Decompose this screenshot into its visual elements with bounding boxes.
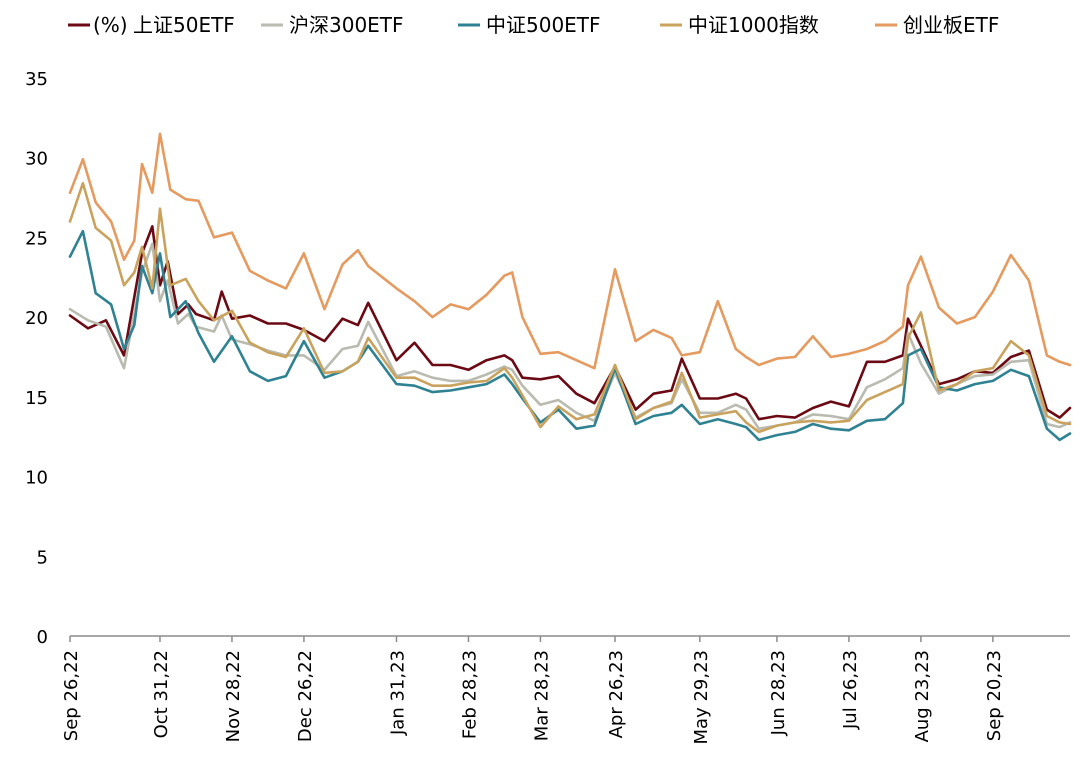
y-tick-label: 20: [25, 308, 48, 329]
plot-area: [68, 132, 1072, 442]
y-tick-label: 5: [37, 547, 48, 568]
y-axis: 0 5 10 15 20 25 30 35: [25, 69, 48, 648]
y-tick-label: 15: [25, 388, 48, 409]
x-tick-label: Sep 26,22: [61, 650, 82, 741]
y-tick-label: 35: [25, 69, 48, 90]
x-tick-label: Sep 20,23: [984, 650, 1005, 741]
series-line-5: [68, 132, 1072, 370]
legend-label: 创业板ETF: [903, 13, 999, 37]
chart-legend: (%) 上证50ETF 沪深300ETF 中证500ETF 中证1000指数 创业板ET…: [68, 13, 999, 37]
x-axis: Sep 26,22 Oct 31,22 Nov 28,22 Dec 26,22 Jan …: [61, 635, 1070, 744]
x-tick-label: Jun 28,23: [768, 650, 789, 736]
y-tick-label: 0: [37, 627, 48, 648]
x-tick-label: Apr 26,23: [606, 650, 627, 738]
unit-label: (%): [93, 13, 128, 37]
x-tick-label: Aug 23,23: [912, 650, 933, 742]
legend-label: 沪深300ETF: [289, 13, 404, 37]
x-tick-label: Jan 31,23: [387, 650, 408, 736]
y-tick-label: 25: [25, 228, 48, 249]
series-line-4: [68, 181, 1072, 434]
series-line-1: [68, 225, 1072, 421]
y-tick-label: 10: [25, 468, 48, 489]
x-tick-label: Nov 28,22: [223, 650, 244, 742]
series-line-2: [68, 242, 1072, 430]
legend-label: 上证50ETF: [133, 13, 235, 37]
x-tick-label: Dec 26,22: [295, 650, 316, 742]
x-tick-label: Feb 28,23: [459, 650, 480, 739]
x-tick-label: Jul 26,23: [840, 650, 861, 730]
x-tick-label: Oct 31,22: [151, 650, 172, 738]
x-tick-label: Mar 28,23: [531, 650, 552, 741]
legend-label: 中证1000指数: [688, 13, 819, 37]
x-tick-label: May 29,23: [691, 650, 712, 744]
legend-label: 中证500ETF: [486, 13, 601, 37]
y-tick-label: 30: [25, 149, 48, 170]
